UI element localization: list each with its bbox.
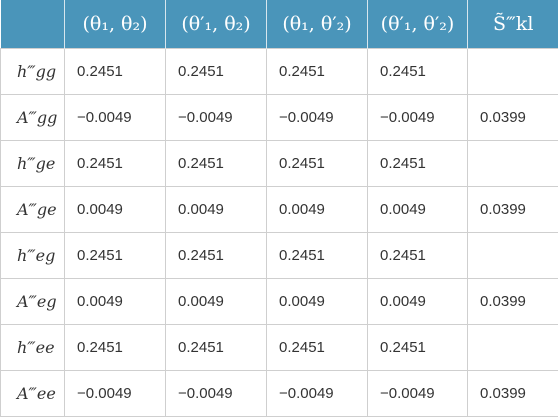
table-cell: 0.2451 (65, 233, 166, 279)
header-cell-theta1-theta2prime: (θ₁, θ′₂) (267, 0, 368, 49)
table-cell: 0.0049 (368, 187, 468, 233)
table-cell: −0.0049 (267, 95, 368, 141)
table-cell (468, 233, 558, 279)
header-cell-empty (1, 0, 65, 49)
table-cell: −0.0049 (166, 95, 267, 141)
table-cell: 0.2451 (166, 49, 267, 95)
table-cell: −0.0049 (267, 371, 368, 417)
table-cell: 0.0399 (468, 187, 558, 233)
table-cell: 0.0399 (468, 95, 558, 141)
table-cell: 0.0049 (65, 187, 166, 233)
table-cell: 0.2451 (368, 49, 468, 95)
table-cell: 0.2451 (267, 233, 368, 279)
table-cell: 0.0049 (368, 279, 468, 325)
table-cell: 0.2451 (65, 141, 166, 187)
table-cell: 0.0399 (468, 371, 558, 417)
row-label: h‴gg (1, 49, 65, 95)
table-cell: 0.0049 (267, 279, 368, 325)
row-label: A‴gg (1, 95, 65, 141)
table-cell: 0.2451 (65, 49, 166, 95)
table-cell (468, 49, 558, 95)
table-cell: 0.2451 (65, 325, 166, 371)
table-cell: 0.2451 (166, 325, 267, 371)
row-label: h‴ee (1, 325, 65, 371)
table-cell: 0.2451 (368, 141, 468, 187)
table-cell: −0.0049 (65, 95, 166, 141)
table-cell: 0.2451 (166, 141, 267, 187)
table-cell: −0.0049 (368, 95, 468, 141)
table-cell (468, 141, 558, 187)
table-cell: 0.2451 (368, 233, 468, 279)
table-cell: −0.0049 (65, 371, 166, 417)
header-cell-theta1prime-theta2prime: (θ′₁, θ′₂) (368, 0, 468, 49)
row-label: A‴ge (1, 187, 65, 233)
header-cell-theta1-theta2: (θ₁, θ₂) (65, 0, 166, 49)
table-cell: 0.0049 (267, 187, 368, 233)
row-label: A‴eg (1, 279, 65, 325)
header-row: (θ₁, θ₂) (θ′₁, θ₂) (θ₁, θ′₂) (θ′₁, θ′₂) … (1, 0, 558, 49)
table-cell: −0.0049 (368, 371, 468, 417)
table-cell (468, 325, 558, 371)
header-cell-theta1prime-theta2: (θ′₁, θ₂) (166, 0, 267, 49)
table-cell: 0.0049 (65, 279, 166, 325)
table-cell: 0.0399 (468, 279, 558, 325)
row-label: h‴ge (1, 141, 65, 187)
table-cell: 0.0049 (166, 279, 267, 325)
header-cell-s-kl: S̃‴kl (468, 0, 558, 49)
table-cell: 0.2451 (267, 141, 368, 187)
table-cell: 0.2451 (267, 49, 368, 95)
row-label: A‴ee (1, 371, 65, 417)
table-cell: 0.2451 (166, 233, 267, 279)
table-cell: −0.0049 (166, 371, 267, 417)
row-label: h‴eg (1, 233, 65, 279)
table-cell: 0.2451 (368, 325, 468, 371)
table-cell: 0.2451 (267, 325, 368, 371)
table-cell: 0.0049 (166, 187, 267, 233)
